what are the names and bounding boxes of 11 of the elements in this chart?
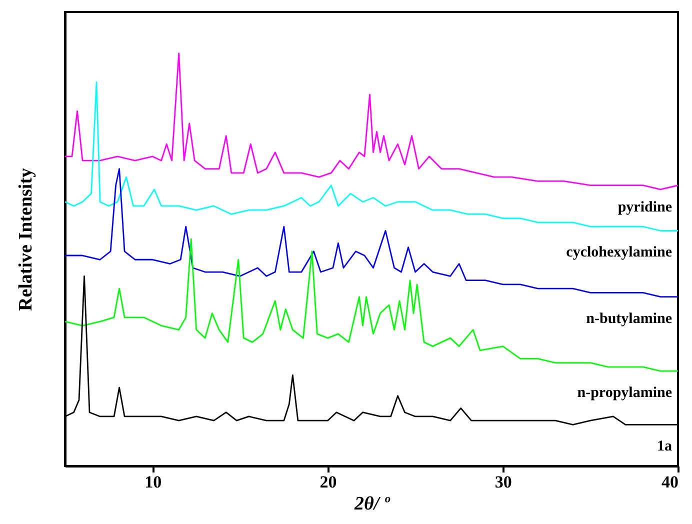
x-tick-label: 30	[494, 472, 512, 492]
series-label: 1a	[657, 438, 672, 455]
x-tick-label: 40	[662, 472, 678, 492]
x-tick-label: 10	[144, 472, 162, 492]
series-label: n-propylamine	[577, 385, 672, 402]
series-label: cyclohexylamine	[566, 244, 672, 261]
series-label: pyridine	[618, 199, 672, 216]
series-label: n-butylamine	[586, 310, 672, 327]
x-axis-title: 2θ/ º	[353, 494, 391, 514]
x-tick-label: 20	[320, 472, 337, 492]
y-axis-title: Relative Intensity	[16, 168, 36, 312]
